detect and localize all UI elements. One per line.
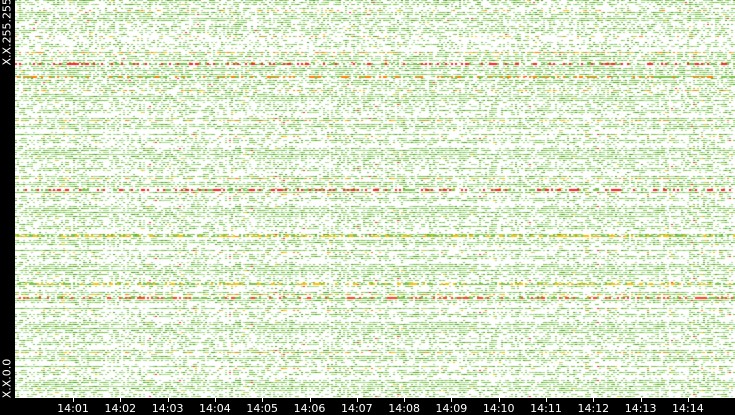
x-tick-label: 14:04 (199, 402, 231, 415)
x-tick (640, 398, 642, 402)
x-tick-label: 14:12 (577, 402, 610, 415)
x-tick (451, 398, 453, 402)
y-tick-label-bottom: X.X.0.0 (0, 358, 14, 399)
x-tick-label: 14:06 (293, 402, 326, 415)
x-axis: 14:01 14:02 14:03 14:04 14:05 14:06 14:07 14:08… (15, 398, 735, 415)
x-tick (309, 398, 311, 402)
x-tick (356, 398, 358, 402)
x-tick (498, 398, 500, 402)
x-tick-label: 14:05 (246, 402, 279, 415)
x-tick (404, 398, 406, 402)
x-tick-label: 14:13 (624, 402, 657, 415)
x-tick-label: 14:10 (482, 402, 515, 415)
x-tick-label: 14:14 (672, 402, 704, 415)
x-tick-label: 14:11 (530, 402, 562, 415)
x-tick-label: 14:07 (340, 402, 373, 415)
x-tick (214, 398, 216, 402)
x-tick (73, 398, 74, 402)
x-tick (120, 398, 122, 402)
x-tick (546, 398, 547, 402)
heatmap-plot (15, 0, 735, 398)
x-tick-label: 14:01 (57, 402, 89, 415)
x-tick (262, 398, 264, 402)
x-tick-label: 14:02 (104, 402, 137, 415)
x-tick-label: 14:03 (151, 402, 184, 415)
x-tick (167, 398, 169, 402)
y-tick-label-top: X.X.255.255 (0, 0, 14, 66)
x-tick (687, 398, 689, 402)
x-tick-label: 14:09 (435, 402, 468, 415)
x-tick-label: 14:08 (388, 402, 420, 415)
x-tick (593, 398, 595, 402)
